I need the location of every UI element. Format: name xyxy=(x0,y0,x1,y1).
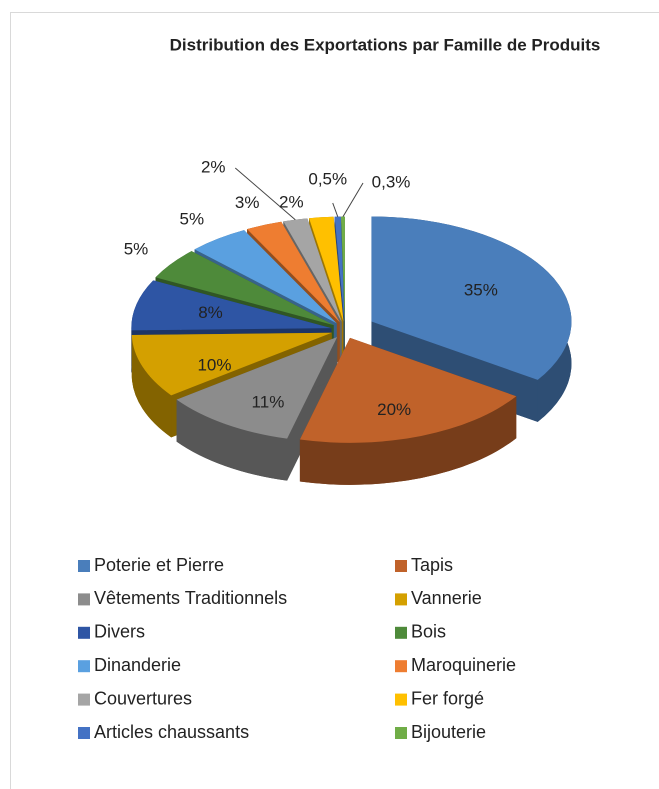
legend-label: Vannerie xyxy=(411,588,482,608)
legend-label: Poterie et Pierre xyxy=(94,555,224,575)
legend-label: Vêtements Traditionnels xyxy=(94,588,287,608)
leader-line xyxy=(234,167,296,221)
data-label: 0,3% xyxy=(372,172,411,191)
legend-swatch xyxy=(395,593,407,606)
slice xyxy=(299,337,517,443)
legend-swatch xyxy=(78,626,90,639)
legend-swatch xyxy=(395,560,407,572)
legend-swatch xyxy=(78,693,90,706)
legend-swatch xyxy=(395,660,407,673)
data-label: 20% xyxy=(377,400,411,419)
legend-swatch xyxy=(78,593,90,606)
legend-label: Fer forgé xyxy=(411,688,484,708)
leader-line xyxy=(342,182,364,217)
data-label: 11% xyxy=(252,392,285,411)
legend-label: Tapis xyxy=(411,555,453,575)
data-label: 35% xyxy=(464,280,498,299)
legend-swatch xyxy=(78,560,90,572)
legend-label: Articles chaussants xyxy=(94,722,249,742)
slice xyxy=(155,251,334,326)
slice xyxy=(131,280,332,331)
data-label: 2% xyxy=(201,157,226,176)
slice-wall xyxy=(131,334,172,438)
legend-label: Dinanderie xyxy=(94,655,181,675)
chart-title: Distribution des Exportations par Famill… xyxy=(170,35,601,54)
slice xyxy=(176,336,338,439)
data-label: 5% xyxy=(180,210,205,229)
data-label: 2% xyxy=(279,192,304,211)
legend-label: Couvertures xyxy=(94,688,192,708)
slice-wall xyxy=(176,399,288,481)
leader-line xyxy=(332,202,339,217)
legend-swatch xyxy=(395,727,407,739)
slice-group xyxy=(176,336,338,481)
slice xyxy=(283,218,342,322)
legend-label: Bijouterie xyxy=(411,722,486,742)
data-label: 8% xyxy=(198,303,223,322)
legend-swatch xyxy=(395,693,407,706)
legend-swatch xyxy=(78,727,90,739)
slice-group xyxy=(299,337,517,485)
legend-swatch xyxy=(395,626,407,639)
data-label: 0,5% xyxy=(308,169,347,188)
slice xyxy=(247,221,340,323)
slice-wall xyxy=(299,396,517,485)
legend-label: Bois xyxy=(411,622,446,642)
data-label: 5% xyxy=(124,239,149,258)
legend-swatch xyxy=(78,660,90,673)
legend-label: Maroquinerie xyxy=(411,655,516,675)
slice xyxy=(334,216,345,322)
data-label: 10% xyxy=(197,355,231,374)
slice xyxy=(309,216,344,322)
slice xyxy=(194,230,337,324)
slice xyxy=(341,216,345,322)
legend-label: Divers xyxy=(94,622,145,642)
data-label: 3% xyxy=(235,193,260,212)
slice xyxy=(131,332,332,396)
slice xyxy=(371,216,572,380)
